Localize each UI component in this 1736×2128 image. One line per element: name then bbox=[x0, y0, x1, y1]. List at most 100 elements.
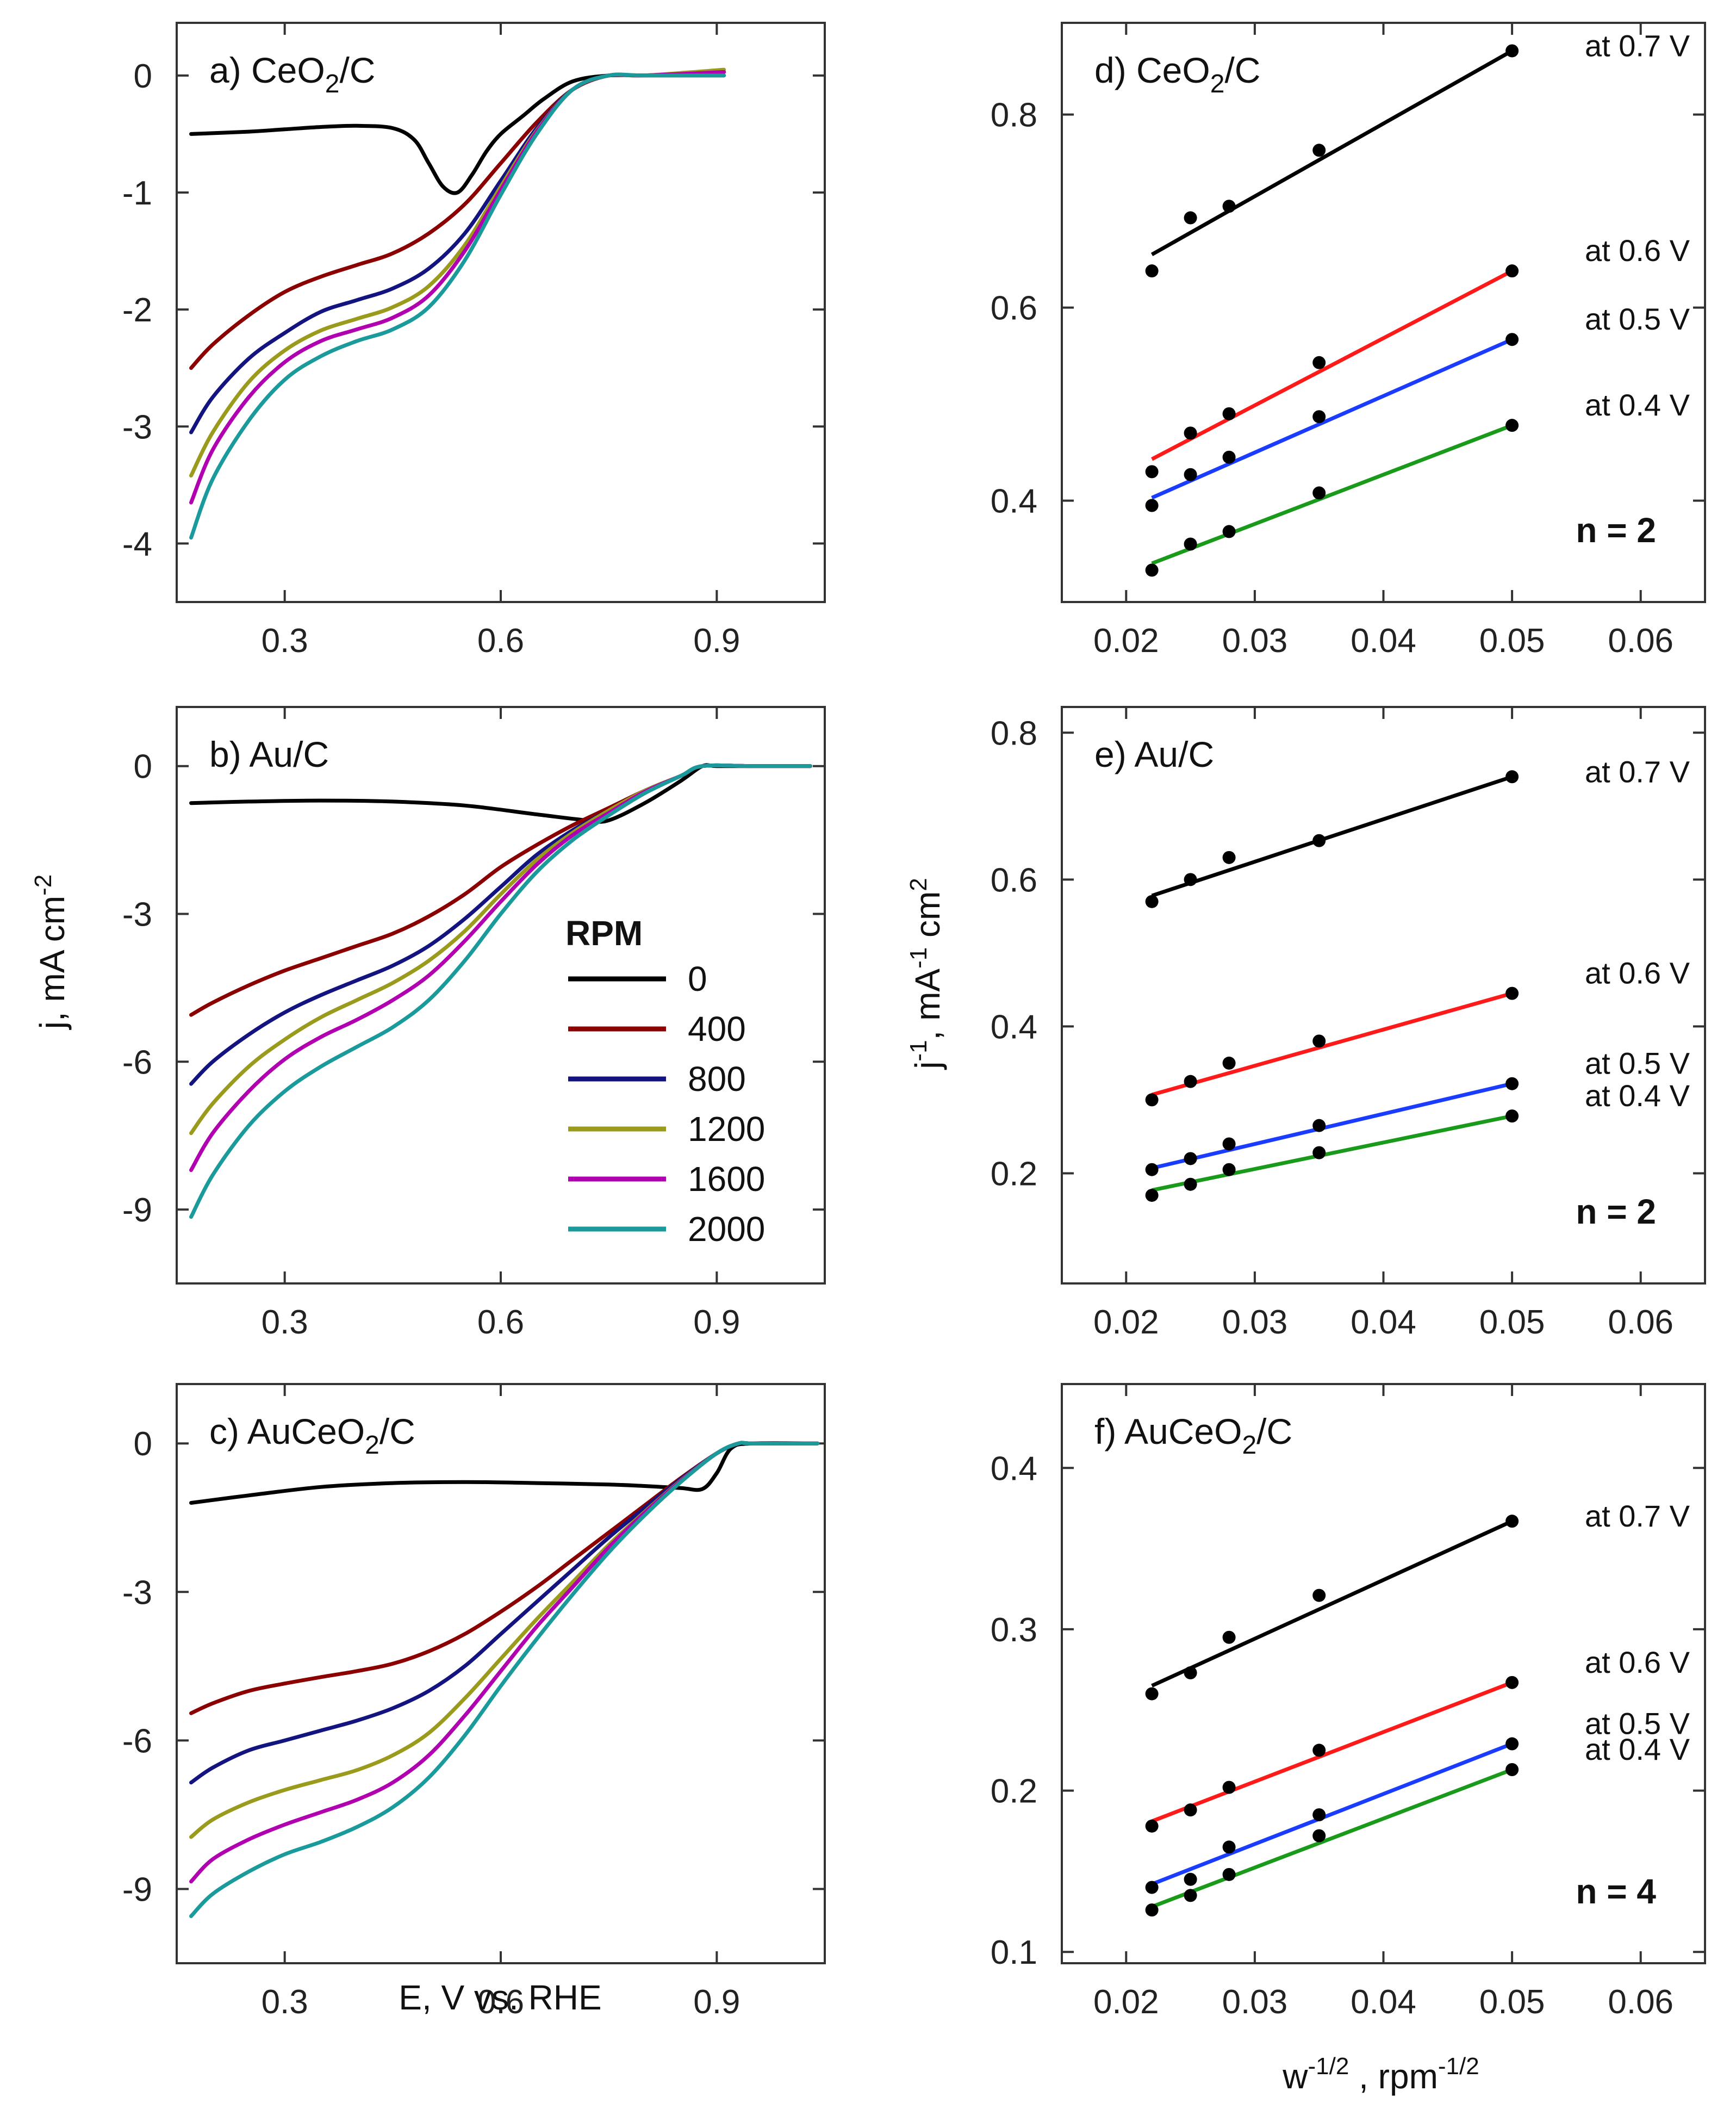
kl-point-f-v04 bbox=[1145, 1903, 1159, 1917]
kl-fit-line-d-v04 bbox=[1151, 423, 1513, 566]
y-tick-label: 0.4 bbox=[991, 1450, 1037, 1487]
kl-point-f-v06 bbox=[1222, 1780, 1236, 1794]
x-tick-label: 0.05 bbox=[1479, 1983, 1545, 2021]
kl-point-d-v04 bbox=[1505, 419, 1519, 432]
x-tick-label: 0.6 bbox=[477, 1983, 524, 2021]
panel-c-auceo2-lsv: 0.3 0.6 0.9 0 -3 -6 -9 c) AuCeO2/C bbox=[122, 1383, 826, 2021]
kl-point-f-v07 bbox=[1145, 1687, 1159, 1701]
lsv-curve-c-0rpm bbox=[189, 1441, 820, 1505]
kl-point-e-v04 bbox=[1312, 1146, 1326, 1159]
legend-label-2000: 2000 bbox=[688, 1209, 765, 1249]
y-tick-label: 0.8 bbox=[991, 715, 1037, 752]
kl-point-d-v05 bbox=[1312, 410, 1326, 424]
kl-point-e-v06 bbox=[1505, 987, 1519, 1000]
x-tick-label: 0.3 bbox=[262, 1304, 308, 1341]
potential-label-e-v05: at 0.5 V bbox=[1585, 1046, 1690, 1081]
panel-title-d: d) CeO2/C bbox=[1094, 50, 1260, 98]
kl-point-d-v05 bbox=[1505, 333, 1519, 346]
kl-point-f-v06 bbox=[1184, 1803, 1197, 1817]
kl-point-e-v04 bbox=[1145, 1188, 1159, 1202]
potential-label-d-v07: at 0.7 V bbox=[1585, 28, 1690, 63]
panel-title-c: c) AuCeO2/C bbox=[209, 1411, 415, 1460]
y-tick-label: 0.4 bbox=[991, 483, 1037, 520]
kl-point-f-v04 bbox=[1184, 1889, 1197, 1902]
kl-fit-line-f-v04 bbox=[1151, 1767, 1513, 1909]
x-tick-label: 0.9 bbox=[693, 1304, 740, 1341]
kl-fit-line-e-v04 bbox=[1151, 1114, 1513, 1192]
kl-point-e-v04 bbox=[1505, 1109, 1519, 1123]
kl-point-d-v06 bbox=[1222, 407, 1236, 420]
x-tick-label: 0.03 bbox=[1222, 1983, 1288, 2021]
kl-point-f-v04 bbox=[1505, 1763, 1519, 1777]
kl-point-e-v04 bbox=[1184, 1177, 1197, 1191]
panel-b-au-lsv: 0.3 0.6 0.9 0 -3 -6 -9 b) Au/C bbox=[122, 706, 826, 1341]
rpm-legend: RPM 0 400 800 1200 1600 2000 bbox=[565, 914, 765, 1249]
x-tick-label: 0.3 bbox=[262, 622, 308, 660]
kl-point-f-v07 bbox=[1184, 1666, 1197, 1680]
legend-label-400: 400 bbox=[688, 1009, 746, 1049]
kl-point-d-v06 bbox=[1145, 465, 1159, 479]
legend-label-0: 0 bbox=[688, 959, 707, 998]
y-tick-label: 0 bbox=[134, 748, 152, 786]
kl-point-f-v05 bbox=[1312, 1808, 1326, 1822]
panel-title-a: a) CeO2/C bbox=[209, 50, 375, 98]
panel-title-b: b) Au/C bbox=[209, 734, 329, 774]
kl-point-f-v04 bbox=[1312, 1829, 1326, 1842]
kl-point-d-v07 bbox=[1184, 211, 1197, 225]
kl-point-e-v05 bbox=[1222, 1137, 1236, 1151]
panel-title-f: f) AuCeO2/C bbox=[1094, 1411, 1292, 1460]
lsv-curve-c-2000rpm bbox=[189, 1441, 820, 1918]
kl-point-e-v06 bbox=[1145, 1093, 1159, 1107]
y-tick-label: -3 bbox=[122, 408, 152, 446]
kl-point-d-v07 bbox=[1222, 200, 1236, 213]
x-tick-label: 0.04 bbox=[1351, 622, 1416, 660]
kl-point-d-v06 bbox=[1505, 264, 1519, 278]
kl-point-d-v04 bbox=[1222, 525, 1236, 538]
x-tick-label: 0.04 bbox=[1351, 1983, 1416, 2021]
y-tick-label: 0.2 bbox=[991, 1773, 1037, 1810]
kl-point-f-v07 bbox=[1505, 1515, 1519, 1528]
kl-point-f-v05 bbox=[1184, 1872, 1197, 1886]
panel-d-ceo2-koutecky-levich: 0.02 0.03 0.04 0.05 0.06 0.4 0.6 0.8 d) CeO2/C at… bbox=[991, 22, 1706, 660]
kl-fit-line-d-v05 bbox=[1151, 337, 1513, 500]
potential-label-e-v07: at 0.7 V bbox=[1585, 754, 1690, 789]
kl-point-d-v06 bbox=[1184, 426, 1197, 440]
kl-point-f-v05 bbox=[1505, 1737, 1519, 1751]
x-tick-label: 0.06 bbox=[1608, 1304, 1673, 1341]
potential-label-f-v05: at 0.5 V bbox=[1585, 1707, 1690, 1741]
y-tick-label: -4 bbox=[122, 525, 152, 563]
kl-point-f-v07 bbox=[1222, 1630, 1236, 1644]
panel-f-auceo2-koutecky-levich: 0.02 0.03 0.04 0.05 0.06 0.1 0.2 0.3 0.4 f) AuCeO… bbox=[991, 1383, 1706, 2021]
kl-fit-line-e-v05 bbox=[1151, 1082, 1513, 1170]
y-tick-label: 0.1 bbox=[991, 1934, 1037, 1971]
potential-label-d-v05: at 0.5 V bbox=[1585, 302, 1690, 336]
y-tick-label: -1 bbox=[122, 175, 152, 212]
kl-point-d-v05 bbox=[1145, 499, 1159, 512]
legend-label-1600: 1600 bbox=[688, 1159, 765, 1199]
kl-fit-line-d-v07 bbox=[1150, 49, 1513, 257]
left-y-axis-title: j, mA cm-2 bbox=[30, 874, 72, 1030]
kl-fit-line-d-v06 bbox=[1150, 269, 1513, 461]
kl-fit-line-e-v06 bbox=[1151, 991, 1513, 1097]
kl-point-e-v07 bbox=[1145, 895, 1159, 908]
x-tick-label: 0.06 bbox=[1608, 1983, 1673, 2021]
kl-point-e-v05 bbox=[1312, 1119, 1326, 1132]
x-tick-label: 0.02 bbox=[1093, 1304, 1159, 1341]
kl-point-e-v04 bbox=[1222, 1163, 1236, 1176]
x-tick-label: 0.04 bbox=[1351, 1304, 1416, 1341]
y-tick-label: 0.6 bbox=[991, 861, 1037, 899]
kl-point-d-v05 bbox=[1184, 468, 1197, 481]
y-tick-label: 0.4 bbox=[991, 1008, 1037, 1046]
kl-point-d-v07 bbox=[1505, 44, 1519, 58]
legend-label-1200: 1200 bbox=[688, 1109, 765, 1149]
kl-point-d-v05 bbox=[1222, 450, 1236, 464]
kl-point-f-v05 bbox=[1222, 1840, 1236, 1854]
potential-label-d-v04: at 0.4 V bbox=[1585, 388, 1690, 422]
x-tick-label: 0.6 bbox=[477, 1304, 524, 1341]
kl-point-f-v04 bbox=[1222, 1868, 1236, 1881]
y-tick-label: -9 bbox=[122, 1192, 152, 1229]
y-tick-label: 0.2 bbox=[991, 1155, 1037, 1193]
kl-point-e-v06 bbox=[1312, 1034, 1326, 1048]
kl-point-e-v05 bbox=[1145, 1163, 1159, 1176]
